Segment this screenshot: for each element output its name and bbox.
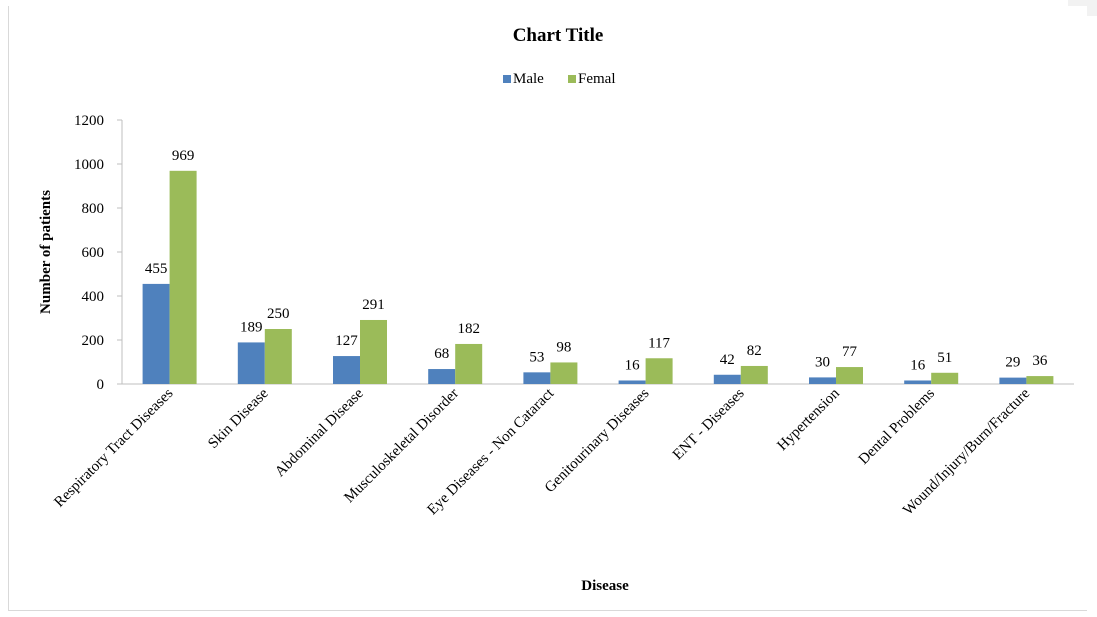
bar-femal-genitourinary-diseases bbox=[645, 358, 673, 384]
data-label-male-skin-disease: 189 bbox=[240, 319, 263, 335]
data-label-male-wound-injury-burn-fracture: 29 bbox=[1005, 355, 1020, 371]
bar-male-respiratory-tract-diseases bbox=[142, 283, 170, 384]
x-tick-label-abdominal-disease: Abdominal Disease bbox=[272, 385, 367, 480]
x-tick-labels: Respiratory Tract Diseases Skin Disease Ab… bbox=[51, 385, 1033, 519]
bar-femal-hypertension bbox=[836, 367, 863, 384]
y-tick-label: 1000 bbox=[74, 157, 104, 173]
bar-femal-musculoskeletal-disorder bbox=[455, 343, 483, 384]
bar-male-genitourinary-diseases bbox=[618, 380, 646, 384]
data-label-femal-musculoskeletal-disorder: 182 bbox=[457, 321, 480, 337]
chart-title: Chart Title bbox=[513, 25, 604, 46]
legend-swatch-femal bbox=[568, 75, 576, 83]
y-tick-label: 0 bbox=[97, 377, 105, 393]
x-tick-label-hypertension: Hypertension bbox=[774, 385, 843, 454]
bar-male-dental-problems bbox=[904, 380, 932, 384]
data-label-femal-dental-problems: 51 bbox=[937, 350, 952, 366]
bar-male-ent-diseases bbox=[713, 374, 741, 384]
data-label-femal-ent-diseases: 82 bbox=[747, 343, 762, 359]
bar-femal-skin-disease bbox=[264, 329, 292, 384]
legend-label-male: Male bbox=[513, 71, 544, 87]
data-label-femal-skin-disease: 250 bbox=[267, 306, 290, 322]
y-tick-label: 600 bbox=[82, 245, 105, 261]
legend-swatch-male bbox=[503, 75, 511, 83]
legend: Male Femal bbox=[503, 71, 616, 87]
bar-male-hypertension bbox=[809, 377, 836, 384]
y-tick-label: 400 bbox=[82, 289, 105, 305]
y-axis-title: Number of patients bbox=[38, 190, 54, 314]
data-label-femal-eye-diseases-non-cataract: 98 bbox=[556, 339, 571, 355]
x-axis-title: Disease bbox=[581, 578, 629, 594]
bar-femal-wound-injury-burn-fracture bbox=[1026, 376, 1054, 384]
bar-male-eye-diseases-non-cataract bbox=[523, 372, 551, 384]
data-label-femal-genitourinary-diseases: 117 bbox=[648, 335, 670, 351]
bar-male-wound-injury-burn-fracture bbox=[999, 377, 1027, 384]
bar-femal-respiratory-tract-diseases bbox=[169, 170, 197, 384]
bar-femal-ent-diseases bbox=[740, 365, 768, 384]
x-tick-label-dental-problems: Dental Problems bbox=[856, 385, 938, 467]
data-label-male-abdominal-disease: 127 bbox=[335, 333, 358, 349]
x-tick-label-respiratory-tract-diseases: Respiratory Tract Diseases bbox=[51, 385, 176, 510]
x-tick-label-ent-diseases: ENT - Diseases bbox=[670, 385, 748, 463]
data-label-male-genitourinary-diseases: 16 bbox=[625, 357, 641, 373]
data-label-femal-respiratory-tract-diseases: 969 bbox=[172, 148, 195, 164]
data-label-femal-wound-injury-burn-fracture: 36 bbox=[1032, 353, 1048, 369]
bar-male-skin-disease bbox=[237, 342, 265, 384]
bars bbox=[142, 170, 1054, 384]
y-tick-label: 800 bbox=[82, 201, 105, 217]
bar-male-abdominal-disease bbox=[333, 356, 360, 384]
legend-label-femal: Femal bbox=[578, 71, 616, 87]
x-tick-label-genitourinary-diseases: Genitourinary Diseases bbox=[542, 385, 653, 496]
bar-male-musculoskeletal-disorder bbox=[428, 369, 456, 384]
data-label-male-ent-diseases: 42 bbox=[720, 352, 735, 368]
data-label-male-hypertension: 30 bbox=[815, 354, 830, 370]
bar-femal-abdominal-disease bbox=[360, 319, 387, 384]
data-label-male-dental-problems: 16 bbox=[910, 357, 926, 373]
data-label-femal-abdominal-disease: 291 bbox=[362, 297, 385, 313]
y-axis: 0 200 400 600 800 1000 1200 bbox=[74, 113, 123, 393]
x-tick-label-skin-disease: Skin Disease bbox=[205, 385, 272, 452]
bar-femal-eye-diseases-non-cataract bbox=[550, 362, 578, 384]
data-label-male-respiratory-tract-diseases: 455 bbox=[145, 261, 168, 277]
data-label-femal-hypertension: 77 bbox=[842, 344, 858, 360]
data-label-male-eye-diseases-non-cataract: 53 bbox=[529, 349, 544, 365]
y-tick-label: 200 bbox=[82, 333, 105, 349]
y-tick-label: 1200 bbox=[74, 113, 104, 129]
bar-femal-dental-problems bbox=[931, 372, 959, 384]
data-label-male-musculoskeletal-disorder: 68 bbox=[434, 346, 449, 362]
